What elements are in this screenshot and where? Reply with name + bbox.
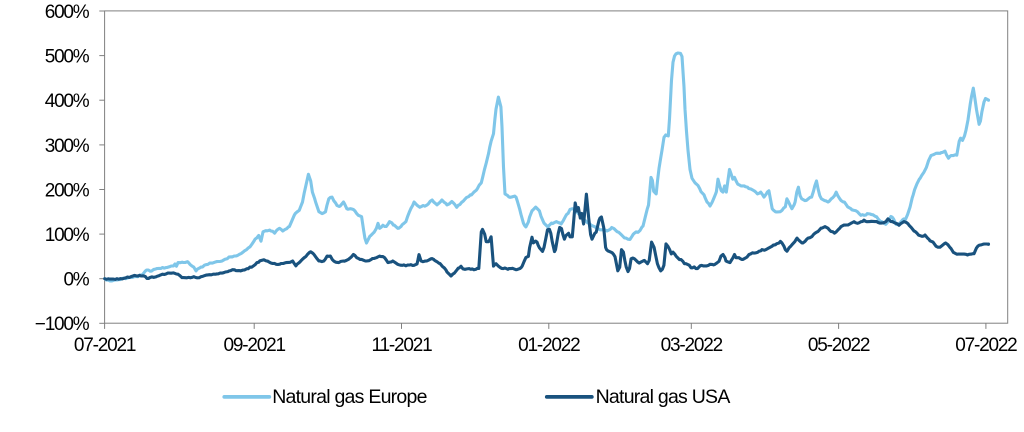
- svg-text:−100%: −100%: [35, 314, 90, 335]
- svg-text:05-2022: 05-2022: [808, 335, 870, 356]
- svg-text:0%: 0%: [63, 270, 89, 291]
- svg-text:03-2022: 03-2022: [661, 335, 723, 356]
- svg-text:11-2021: 11-2021: [372, 335, 433, 356]
- svg-text:100%: 100%: [45, 225, 90, 246]
- svg-text:400%: 400%: [45, 91, 90, 112]
- svg-text:Natural gas USA: Natural gas USA: [596, 386, 731, 408]
- svg-text:600%: 600%: [45, 2, 90, 23]
- svg-text:300%: 300%: [45, 136, 90, 157]
- svg-text:09-2021: 09-2021: [224, 335, 286, 356]
- svg-text:200%: 200%: [45, 180, 90, 201]
- svg-text:500%: 500%: [45, 47, 90, 68]
- svg-text:07-2022: 07-2022: [955, 335, 1017, 356]
- svg-text:Natural gas Europe: Natural gas Europe: [272, 386, 427, 408]
- svg-text:07-2021: 07-2021: [74, 335, 136, 356]
- svg-text:01-2022: 01-2022: [518, 335, 580, 356]
